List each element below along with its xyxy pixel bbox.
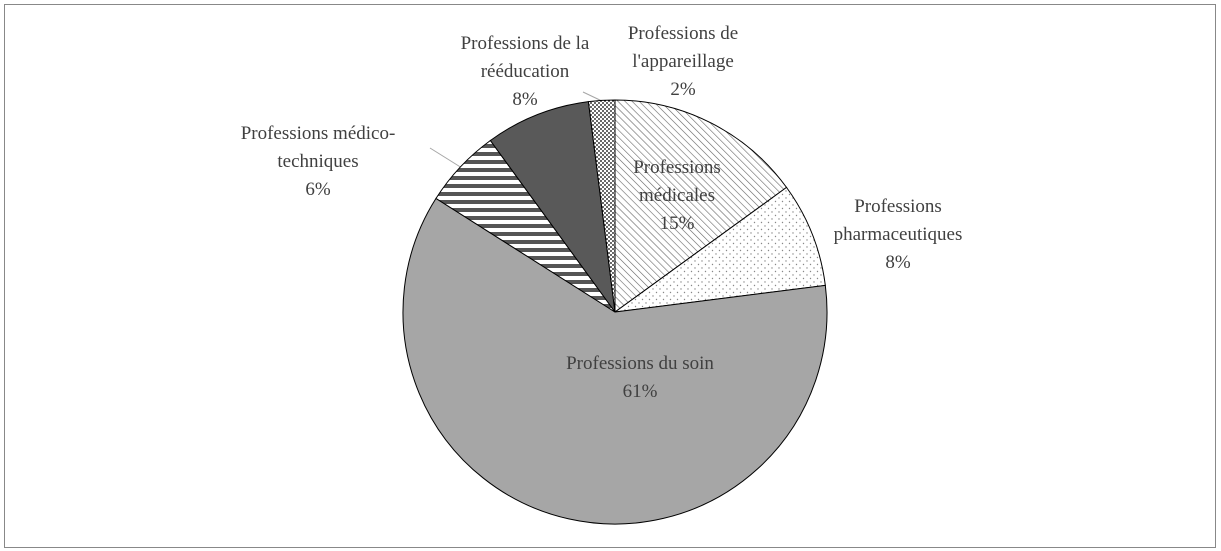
value-label: 6% <box>305 179 331 200</box>
category-label: Professions de la rééducation <box>460 33 590 82</box>
value-label: 61% <box>622 381 658 402</box>
slice-label: Professions de la rééducation 8% <box>435 30 615 114</box>
category-label: Professions de l'appareillage <box>627 23 739 72</box>
pie-slice <box>614 186 826 313</box>
pie-slice <box>587 99 616 313</box>
pie <box>402 99 828 525</box>
category-label: Professions médicales <box>633 157 721 206</box>
slice-label: Professions de l'appareillage 2% <box>593 20 773 104</box>
chart-border <box>4 4 1216 548</box>
category-label: Professions médico-techniques <box>240 123 396 172</box>
pie-slice <box>614 99 788 313</box>
slice-label: Professions médicales 15% <box>597 154 757 238</box>
value-label: 15% <box>659 213 695 234</box>
value-label: 2% <box>670 79 696 100</box>
slice-label: Professions médico-techniques 6% <box>208 120 428 204</box>
pie-slice <box>402 197 828 525</box>
value-label: 8% <box>885 252 911 273</box>
slice-label: Professions du soin 61% <box>520 350 760 406</box>
category-label: Professions pharmaceutiques <box>833 196 963 245</box>
category-label: Professions du soin <box>566 353 714 374</box>
pie-slice <box>489 101 616 313</box>
value-label: 8% <box>512 89 538 110</box>
leader-line <box>429 147 463 169</box>
slice-label: Professions pharmaceutiques 8% <box>798 193 998 277</box>
